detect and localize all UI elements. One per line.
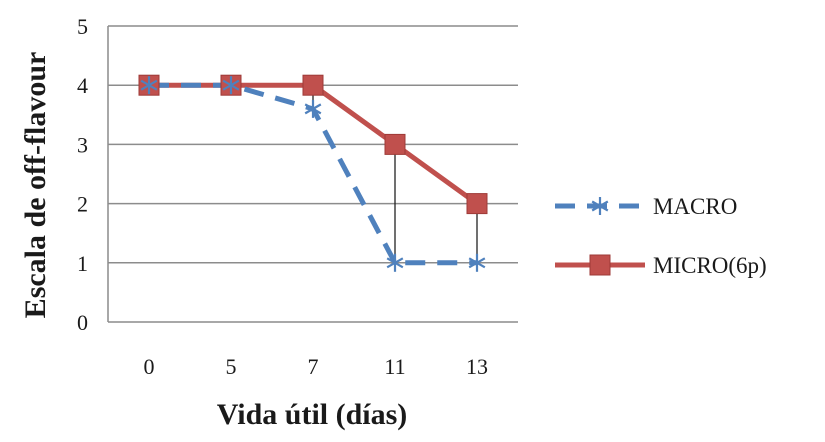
y-tick-label-5: 5	[77, 14, 88, 39]
legend-label-micro-6p-: MICRO(6p)	[653, 253, 767, 278]
point-macro-5	[222, 76, 240, 95]
point-macro-7	[304, 99, 322, 118]
y-tick-label-2: 2	[77, 192, 88, 217]
legend: MACRO MICRO(6p)	[555, 194, 767, 278]
point-macro-11	[386, 253, 404, 272]
point-macro-7-stroke-2	[304, 103, 322, 115]
legend-swatch-marker-macro	[591, 197, 609, 215]
x-tick-label-7: 7	[308, 354, 319, 379]
x-tick-label-13: 13	[466, 354, 488, 379]
point-micro-6p--7	[302, 74, 324, 96]
legend-swatch-marker-macro-stroke-2	[591, 200, 609, 212]
y-tick-label-4: 4	[77, 73, 88, 98]
axis-layer: 0 1 2 3 4 5 0 5 7 11 13	[77, 14, 488, 379]
drop-lines	[312, 85, 478, 263]
point-macro-13-stroke-2	[468, 257, 486, 269]
point-macro-13	[468, 253, 486, 272]
x-tick-label-5: 5	[226, 354, 237, 379]
point-micro-6p--11	[384, 133, 406, 155]
legend-item-macro: MACRO	[555, 194, 737, 219]
y-axis-title: Escala de off-flavour	[19, 52, 52, 319]
legend-label-macro: MACRO	[653, 194, 737, 219]
grid-layer	[108, 25, 518, 323]
point-micro-6p--13	[466, 193, 488, 215]
y-tick-label-3: 3	[77, 132, 88, 157]
series-layer	[138, 74, 488, 272]
y-tick-label-1: 1	[77, 251, 88, 276]
x-tick-label-11: 11	[384, 354, 405, 379]
x-axis-title: Vida útil (días)	[217, 398, 408, 431]
x-tick-label-0: 0	[144, 354, 155, 379]
point-macro-0-stroke-2	[140, 79, 158, 91]
legend-swatch-marker-micro-6p-	[589, 254, 611, 276]
point-macro-5-stroke-2	[222, 79, 240, 91]
legend-item-micro-6p-: MICRO(6p)	[555, 253, 767, 278]
point-macro-0	[140, 76, 158, 95]
point-macro-11-stroke-2	[386, 257, 404, 269]
y-tick-label-0: 0	[77, 310, 88, 335]
